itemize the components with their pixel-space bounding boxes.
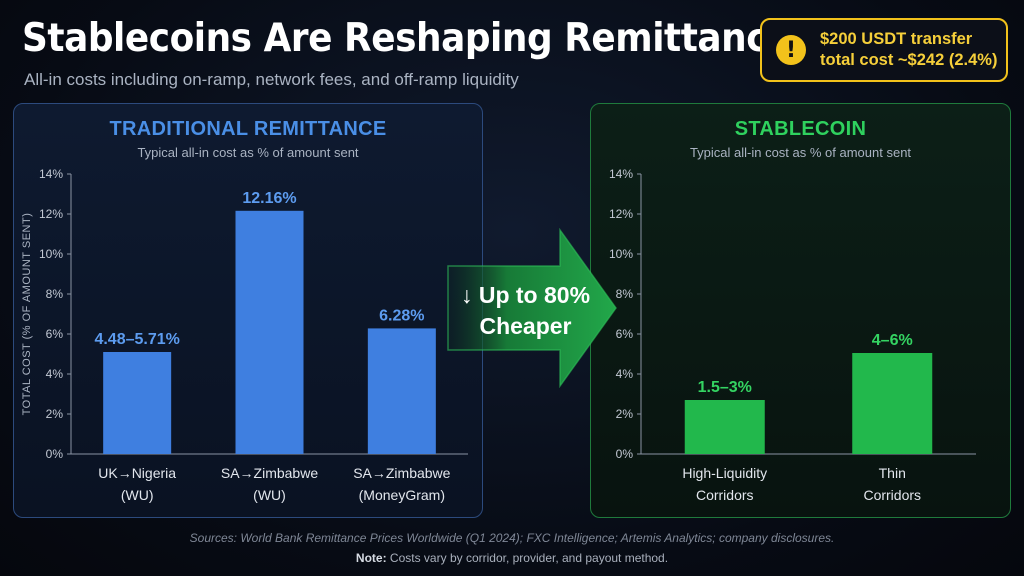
traditional-title: TRADITIONAL REMITTANCE <box>109 118 387 140</box>
stablecoin-chart: 0% 2% 4% 6% 8% 10% 12% 14% 1.5–3% High-Liquidity C… <box>609 167 976 503</box>
traditional-bar <box>103 352 172 454</box>
callout-text: $200 USDT transfer total cost ~$242 (2.4… <box>820 29 997 71</box>
traditional-y-tick-label: 14% <box>39 167 63 181</box>
stablecoin-value-label: 1.5–3% <box>698 379 752 396</box>
traditional-category-label: SA→Zimbabwe <box>221 465 318 481</box>
stablecoin-category-label: Thin <box>879 465 906 481</box>
traditional-bar <box>367 328 436 454</box>
stablecoin-y-tick-label: 14% <box>609 167 633 181</box>
traditional-y-tick-label: 0% <box>46 447 64 461</box>
cheaper-line-1: ↓ Up to 80% <box>460 282 591 308</box>
traditional-panel: TRADITIONAL REMITTANCE Typical all-in co… <box>13 103 483 518</box>
cheaper-arrow-icon <box>447 228 617 388</box>
stablecoin-y-tick-label: 0% <box>616 447 634 461</box>
callout-line-2: total cost ~$242 (2.4%) <box>820 51 998 69</box>
traditional-value-label: 4.48–5.71% <box>94 331 179 348</box>
traditional-category-label: UK→Nigeria <box>98 465 176 481</box>
traditional-category-label: SA→Zimbabwe <box>353 465 450 481</box>
stablecoin-bar <box>684 400 765 454</box>
stablecoin-y-tick-label: 8% <box>616 287 634 301</box>
stablecoin-bar <box>852 353 933 454</box>
stablecoin-y-tick-label: 12% <box>609 207 633 221</box>
cheaper-line-2: Cheaper <box>479 313 572 339</box>
page-title: Stablecoins Are Reshaping Remittances <box>22 16 812 61</box>
exclamation-icon: ! <box>776 35 806 65</box>
stablecoin-y-tick-label: 2% <box>616 407 634 421</box>
stablecoin-subtitle: Typical all-in cost as % of amount sent <box>689 145 912 160</box>
stablecoin-y-tick-label: 4% <box>616 367 634 381</box>
traditional-category-label: (WU) <box>253 487 286 503</box>
traditional-subtitle: Typical all-in cost as % of amount sent <box>137 145 359 160</box>
traditional-chart: 0% 2% 4% 6% 8% 10% 12% 14% TOTAL COST (% OF AMOU… <box>21 167 468 503</box>
note-label: Note: <box>355 551 387 565</box>
stablecoin-category-label: Corridors <box>863 487 921 503</box>
stablecoin-category-label: Corridors <box>696 487 754 503</box>
traditional-bar <box>235 210 304 454</box>
sources-text: Sources: World Bank Remittance Prices Wo… <box>189 531 835 545</box>
stablecoin-y-tick-label: 6% <box>616 327 634 341</box>
traditional-y-axis-label: TOTAL COST (% OF AMOUNT SENT) <box>21 213 33 416</box>
page-subtitle: All-in costs including on-ramp, network … <box>24 70 519 89</box>
stablecoin-title: STABLECOIN <box>734 118 867 140</box>
stablecoin-panel: STABLECOIN Typical all-in cost as % of a… <box>590 103 1011 518</box>
traditional-category-label: (WU) <box>121 487 154 503</box>
traditional-value-label: 12.16% <box>242 190 296 207</box>
cheaper-label: ↓ Up to 80% Cheaper <box>448 280 603 342</box>
traditional-value-label: 6.28% <box>379 307 424 324</box>
stablecoin-value-label: 4–6% <box>872 332 913 349</box>
traditional-y-tick-label: 12% <box>39 207 63 221</box>
callout-line-1: $200 USDT transfer <box>820 30 973 48</box>
traditional-y-tick-label: 4% <box>46 367 64 381</box>
traditional-y-tick-label: 8% <box>46 287 64 301</box>
traditional-y-tick-label: 6% <box>46 327 64 341</box>
traditional-y-tick-label: 10% <box>39 247 63 261</box>
traditional-y-tick-label: 2% <box>46 407 64 421</box>
cost-callout: ! $200 USDT transfer total cost ~$242 (2… <box>760 18 1008 82</box>
note-text: Note: Costs vary by corridor, provider, … <box>0 551 1024 565</box>
note-body: Costs vary by corridor, provider, and pa… <box>386 551 669 565</box>
stablecoin-category-label: High-Liquidity <box>682 465 767 481</box>
stablecoin-y-tick-label: 10% <box>609 247 633 261</box>
traditional-category-label: (MoneyGram) <box>359 487 445 503</box>
